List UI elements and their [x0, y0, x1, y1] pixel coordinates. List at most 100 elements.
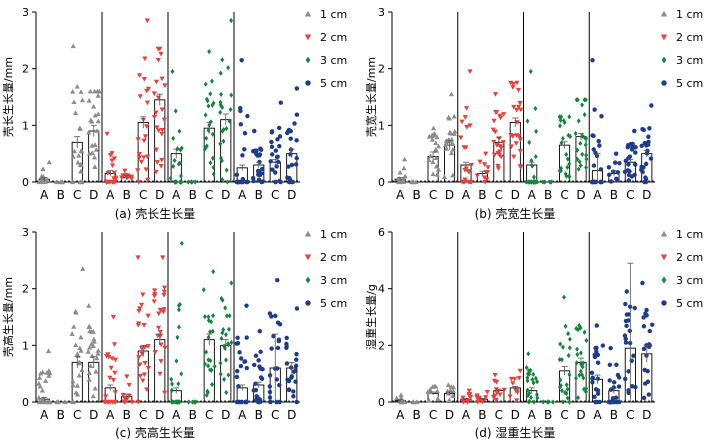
data-point — [594, 153, 600, 159]
data-point — [284, 341, 289, 347]
data-point — [525, 118, 530, 124]
data-point — [139, 302, 145, 308]
data-point — [592, 352, 598, 358]
data-point — [395, 179, 402, 185]
data-point — [530, 376, 535, 383]
legend-marker — [661, 300, 667, 306]
data-point — [576, 327, 581, 333]
data-point — [174, 358, 179, 364]
data-point — [220, 330, 225, 336]
panel-title: (a) 壳长生长量 — [115, 207, 196, 221]
data-point — [206, 317, 211, 324]
data-point — [514, 390, 521, 396]
data-point — [137, 362, 143, 368]
data-point — [641, 315, 646, 320]
data-point — [402, 173, 408, 179]
x-tick-label: A — [528, 188, 537, 202]
x-tick-label: B — [478, 408, 486, 422]
data-point — [161, 292, 167, 298]
data-point — [647, 328, 653, 334]
x-tick-label: C — [560, 188, 568, 202]
data-point — [173, 108, 178, 114]
data-point — [433, 163, 440, 169]
data-point — [525, 392, 530, 399]
legend-label: 5 cm — [676, 77, 703, 90]
y-tick-label: 0 — [378, 176, 385, 189]
data-point — [567, 345, 572, 351]
data-point — [482, 179, 488, 185]
data-point — [428, 153, 434, 159]
data-point — [209, 78, 214, 84]
data-point — [223, 305, 228, 311]
data-point — [625, 142, 631, 148]
data-point — [251, 178, 256, 184]
data-point — [220, 57, 225, 63]
data-point — [531, 380, 536, 386]
data-point — [95, 350, 101, 356]
x-tick-label: B — [255, 188, 263, 202]
data-point — [95, 347, 101, 353]
data-point — [151, 91, 157, 97]
data-point — [91, 154, 98, 160]
data-point — [136, 355, 142, 360]
data-point — [157, 308, 163, 313]
data-point — [155, 57, 161, 63]
data-point — [580, 151, 585, 157]
data-point — [466, 391, 473, 397]
data-point — [286, 378, 292, 384]
data-point — [574, 97, 579, 103]
data-point — [218, 141, 223, 147]
data-point — [595, 360, 601, 365]
data-point — [270, 167, 275, 172]
data-point — [244, 335, 249, 340]
legend-marker — [660, 10, 668, 17]
data-point — [219, 295, 224, 302]
y-axis-label: 壳长生长量/mm — [1, 57, 15, 137]
data-point — [238, 356, 244, 361]
data-point — [611, 169, 616, 174]
data-point — [273, 313, 278, 319]
data-point — [136, 155, 143, 161]
data-point — [561, 344, 565, 350]
data-point — [529, 158, 534, 164]
data-point — [449, 141, 455, 146]
data-point — [227, 118, 232, 124]
data-point — [401, 156, 408, 162]
data-point — [154, 160, 160, 165]
legend-marker — [305, 300, 311, 306]
y-tick-label: 1 — [22, 339, 29, 352]
data-point — [256, 399, 261, 405]
x-tick-label: B — [544, 408, 552, 422]
data-point — [510, 85, 516, 90]
data-point — [78, 148, 84, 153]
data-point — [565, 164, 570, 170]
data-point — [206, 314, 211, 320]
data-point — [54, 399, 60, 405]
data-point — [276, 125, 282, 131]
data-point — [433, 155, 439, 161]
data-point — [135, 323, 141, 328]
data-point — [78, 162, 84, 168]
data-point — [500, 140, 506, 145]
data-point — [70, 399, 76, 405]
data-point — [596, 138, 601, 144]
x-tick-label: D — [576, 408, 585, 422]
data-point — [626, 162, 631, 167]
data-point — [110, 314, 117, 320]
data-point — [426, 133, 432, 139]
data-point — [532, 174, 536, 180]
data-point — [626, 390, 631, 396]
data-point — [269, 346, 274, 351]
data-point — [629, 174, 635, 179]
data-point — [451, 113, 457, 119]
x-tick-label: A — [593, 408, 602, 422]
data-point — [91, 103, 97, 109]
data-point — [108, 365, 114, 371]
data-point — [484, 177, 490, 182]
data-point — [492, 129, 498, 135]
data-point — [220, 177, 225, 183]
data-point — [228, 106, 233, 113]
data-point — [434, 388, 440, 394]
data-point — [179, 371, 184, 377]
data-point — [567, 114, 572, 120]
